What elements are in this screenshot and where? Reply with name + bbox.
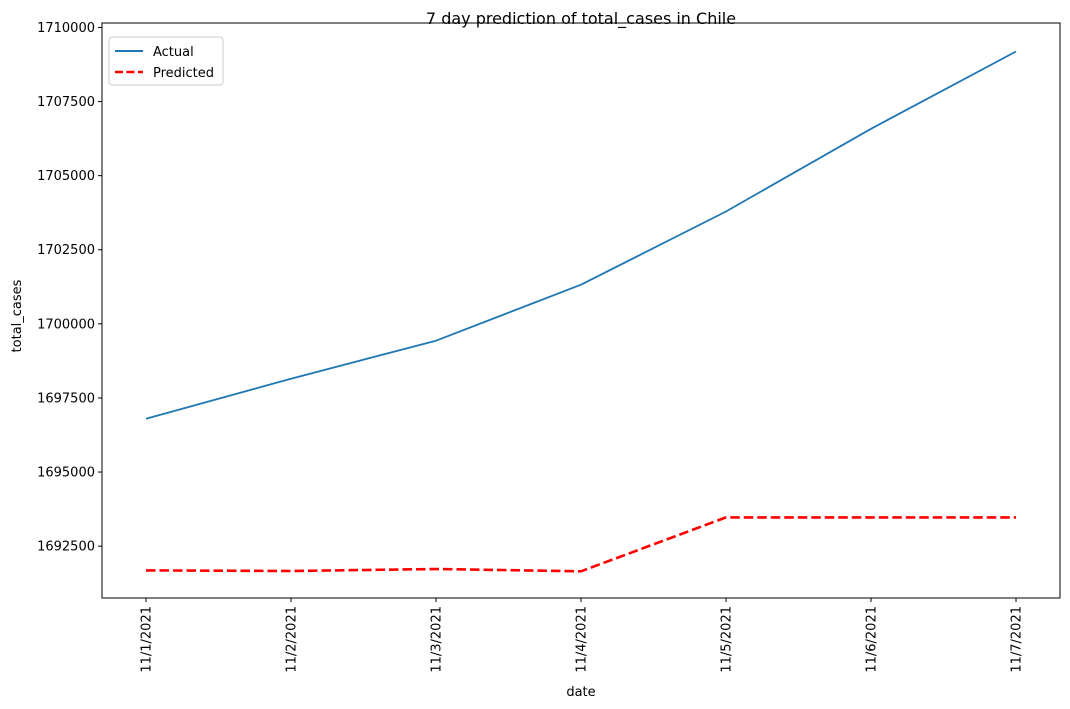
legend-label-predicted: Predicted [153,66,214,81]
x-tick-label: 11/4/2021 [575,606,590,673]
series-line-actual [145,50,1017,420]
y-tick-label: 1692500 [37,540,95,555]
x-tick-label: 11/2/2021 [285,606,300,673]
x-tick-label: 11/5/2021 [720,606,735,673]
x-tick-label: 11/3/2021 [430,606,445,673]
series-line-predicted [145,516,1016,573]
y-axis-label: total_cases [10,279,25,352]
plot-area [101,22,1061,599]
chart-title: 7 day prediction of total_cases in Chile [426,9,736,29]
y-tick-label: 1710000 [37,21,95,36]
y-tick-label: 1705000 [37,169,95,184]
y-axis: 1692500 1695000 1697500 1700000 1702500 17050… [37,21,102,555]
y-tick-label: 1702500 [37,243,95,258]
y-tick-label: 1707500 [37,95,95,110]
y-tick-label: 1697500 [37,391,95,406]
series-layer [145,50,1017,573]
x-tick-label: 11/7/2021 [1010,606,1025,673]
x-axis: 11/1/2021 11/2/2021 11/3/2021 11/4/2021 11/5… [140,598,1025,673]
x-axis-label: date [566,685,595,700]
legend-box [108,36,224,86]
y-tick-label: 1695000 [37,466,95,481]
x-tick-label: 11/1/2021 [140,606,155,673]
y-tick-label: 1700000 [37,317,95,332]
legend-label-actual: Actual [153,45,194,60]
x-tick-label: 11/6/2021 [865,606,880,673]
legend: Actual Predicted [108,36,224,86]
